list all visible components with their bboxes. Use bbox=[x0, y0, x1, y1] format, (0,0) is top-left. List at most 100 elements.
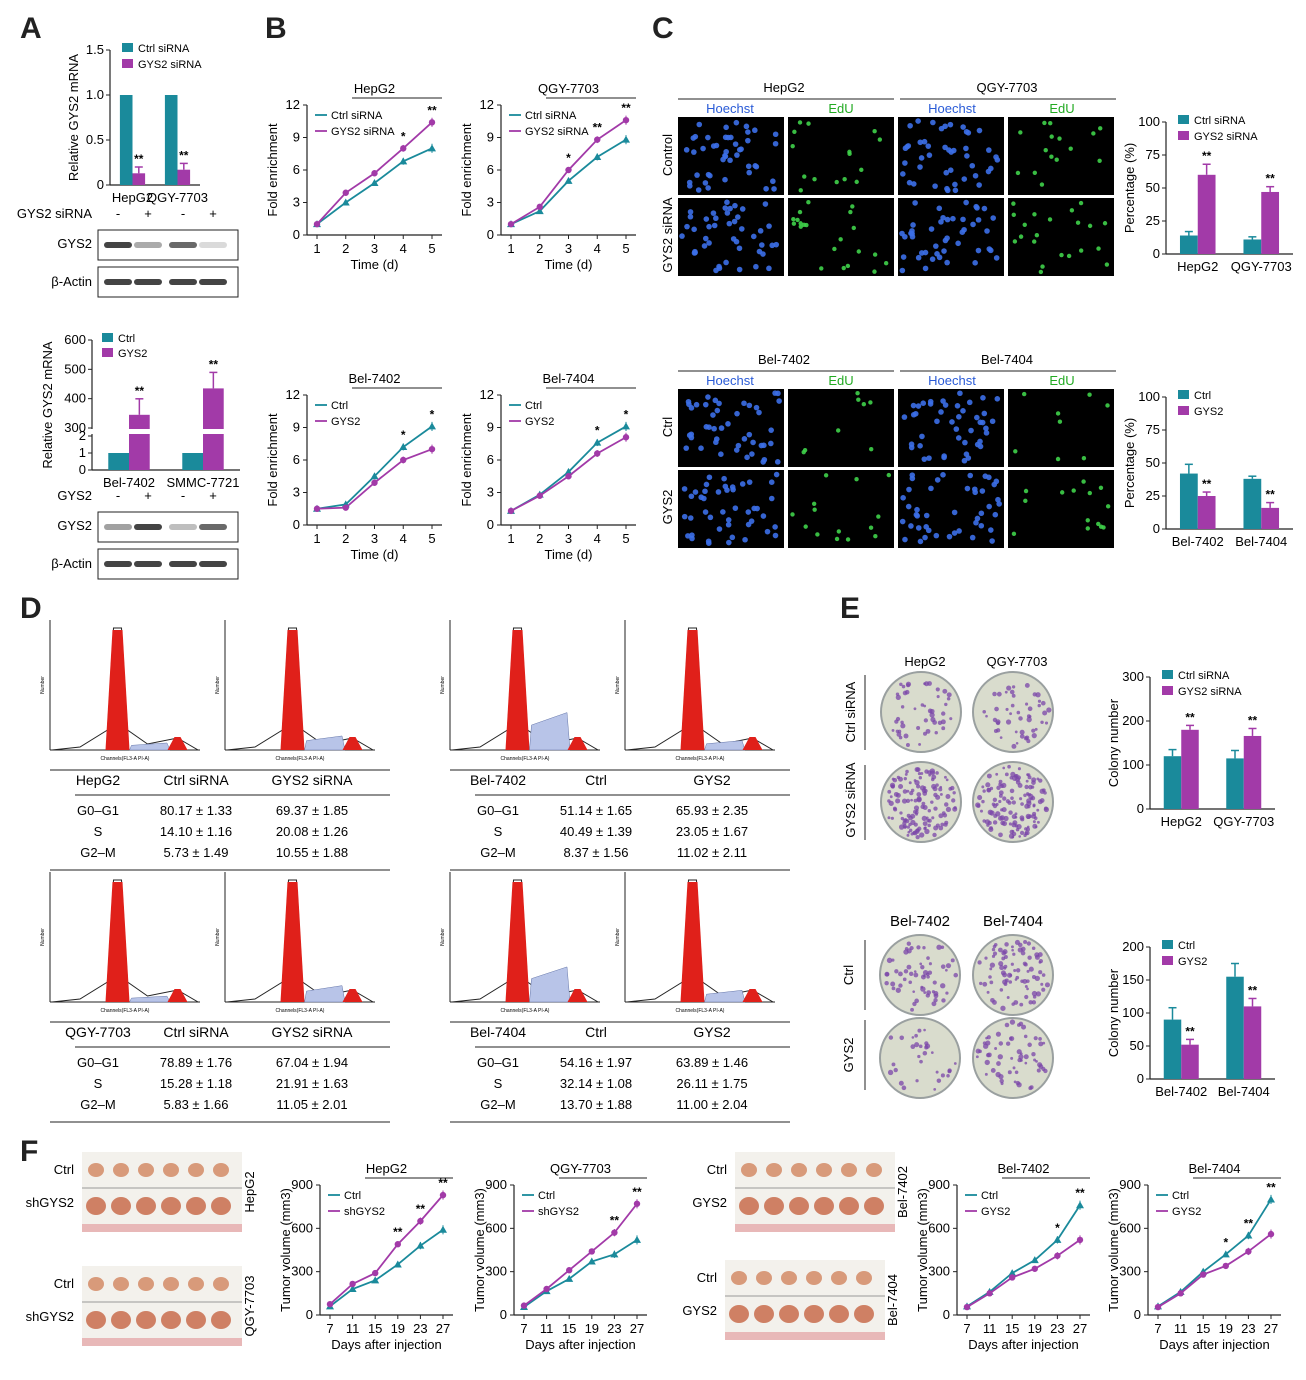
x-tick-label: 15 bbox=[1196, 1321, 1210, 1336]
colony bbox=[900, 705, 905, 709]
cell-nucleus bbox=[834, 536, 840, 542]
cell-nucleus bbox=[1049, 154, 1054, 159]
colony bbox=[995, 1071, 1001, 1078]
flow-y-label: Number bbox=[40, 676, 46, 694]
colony bbox=[1019, 815, 1025, 821]
colony bbox=[945, 968, 948, 972]
cell-nucleus bbox=[980, 395, 986, 401]
colony bbox=[919, 832, 925, 838]
colony bbox=[1031, 780, 1036, 785]
data-point bbox=[565, 1274, 574, 1282]
colony bbox=[976, 803, 981, 808]
colony bbox=[913, 809, 917, 814]
cell-line-title: Bel-7404 bbox=[981, 352, 1033, 367]
cell-nucleus bbox=[773, 241, 780, 248]
data-point bbox=[963, 1303, 971, 1311]
cell-nucleus bbox=[912, 200, 918, 206]
table-cell: G0–G1 bbox=[477, 1055, 519, 1070]
colony bbox=[996, 1061, 1001, 1066]
significance-mark: * bbox=[566, 151, 571, 165]
colony bbox=[992, 691, 997, 697]
cell-nucleus bbox=[681, 486, 688, 492]
colony bbox=[998, 832, 1003, 838]
colony bbox=[998, 961, 1004, 967]
cell-nucleus bbox=[983, 430, 990, 436]
cell-nucleus bbox=[922, 249, 929, 256]
colony bbox=[1022, 961, 1027, 966]
flow-cytometry-d: Channels(FL3-A PI-A) Number Channels(FL3-A… bbox=[40, 620, 790, 1123]
colony bbox=[941, 811, 946, 816]
colony bbox=[1020, 802, 1024, 806]
dish-row-label: GYS2 bbox=[841, 1038, 856, 1073]
cell-nucleus bbox=[1057, 419, 1063, 424]
cell-nucleus bbox=[703, 424, 710, 430]
gys2-band bbox=[199, 242, 227, 248]
colony bbox=[1011, 800, 1016, 805]
colony bbox=[939, 792, 943, 796]
cell-nucleus bbox=[815, 532, 820, 537]
table-cell: 65.93 ± 2.35 bbox=[676, 803, 748, 818]
colony bbox=[917, 826, 922, 831]
cell-nucleus bbox=[990, 215, 996, 221]
cell-nucleus bbox=[920, 400, 927, 406]
cell-nucleus bbox=[1087, 223, 1093, 229]
x-tick-label: 19 bbox=[1219, 1321, 1233, 1336]
cell-nucleus bbox=[993, 478, 1000, 485]
cell-nucleus bbox=[908, 230, 914, 237]
y-tick-label: 0 bbox=[500, 1307, 507, 1322]
cell-nucleus bbox=[975, 217, 982, 223]
cell-nucleus bbox=[770, 178, 776, 185]
table-cell: 20.08 ± 1.26 bbox=[276, 824, 348, 839]
colony bbox=[1028, 792, 1032, 796]
y-tick-label: 0 bbox=[1137, 1071, 1144, 1086]
colony bbox=[987, 809, 994, 815]
cell-nucleus bbox=[695, 187, 702, 193]
colony bbox=[891, 986, 896, 991]
colony bbox=[986, 1035, 991, 1040]
colony bbox=[1033, 1036, 1038, 1041]
y-tick-label: 200 bbox=[1122, 939, 1144, 954]
cell-nucleus bbox=[979, 419, 986, 426]
cell-nucleus bbox=[790, 512, 795, 517]
y-tick-label: 150 bbox=[1122, 972, 1144, 987]
y-tick-label: 6 bbox=[293, 452, 300, 467]
chart-a-mrna-knockdown: 0 0.5 1.0 1.5 ** HepG2 ** QGY-7703 Relative GYS2… bbox=[66, 42, 208, 205]
data-point bbox=[1221, 1250, 1230, 1258]
y-tick-label: 12 bbox=[480, 387, 494, 402]
cell-nucleus bbox=[798, 224, 803, 229]
colony bbox=[945, 793, 951, 799]
legend-swatch bbox=[102, 348, 113, 357]
cell-nucleus bbox=[700, 145, 706, 152]
colony bbox=[936, 944, 942, 950]
cell-nucleus bbox=[685, 398, 692, 405]
cell-nucleus bbox=[986, 147, 992, 153]
colony bbox=[984, 1059, 990, 1066]
colony bbox=[994, 706, 999, 712]
edu-label: EdU bbox=[1049, 101, 1074, 116]
colony bbox=[1041, 788, 1046, 793]
legend-label: Ctrl bbox=[525, 400, 542, 412]
table-cell: 5.83 ± 1.66 bbox=[164, 1097, 229, 1112]
dish-title: HepG2 bbox=[904, 654, 945, 669]
colony bbox=[932, 980, 937, 985]
y-tick-label: 9 bbox=[293, 130, 300, 145]
cell-nucleus bbox=[972, 260, 978, 266]
colony bbox=[1034, 825, 1038, 829]
cell-nucleus bbox=[716, 263, 722, 270]
cell-nucleus bbox=[983, 425, 989, 432]
tumor bbox=[161, 1311, 181, 1329]
cell-nucleus bbox=[811, 501, 817, 506]
panel-label-f: F bbox=[20, 1135, 39, 1168]
x-tick-label: 19 bbox=[391, 1321, 405, 1336]
y-tick-label: 9 bbox=[293, 420, 300, 435]
g1-peak bbox=[505, 630, 530, 750]
cell-nucleus bbox=[725, 517, 732, 523]
colony bbox=[995, 802, 999, 807]
legend-label: Ctrl bbox=[1194, 390, 1211, 402]
legend-label: GYS2 siRNA bbox=[525, 126, 589, 138]
x-tick-label: HepG2 bbox=[112, 190, 153, 205]
cell-nucleus bbox=[773, 471, 780, 478]
cell-nucleus bbox=[713, 215, 719, 222]
y-tick-label: 0 bbox=[293, 227, 300, 242]
significance-mark: ** bbox=[1202, 477, 1212, 491]
